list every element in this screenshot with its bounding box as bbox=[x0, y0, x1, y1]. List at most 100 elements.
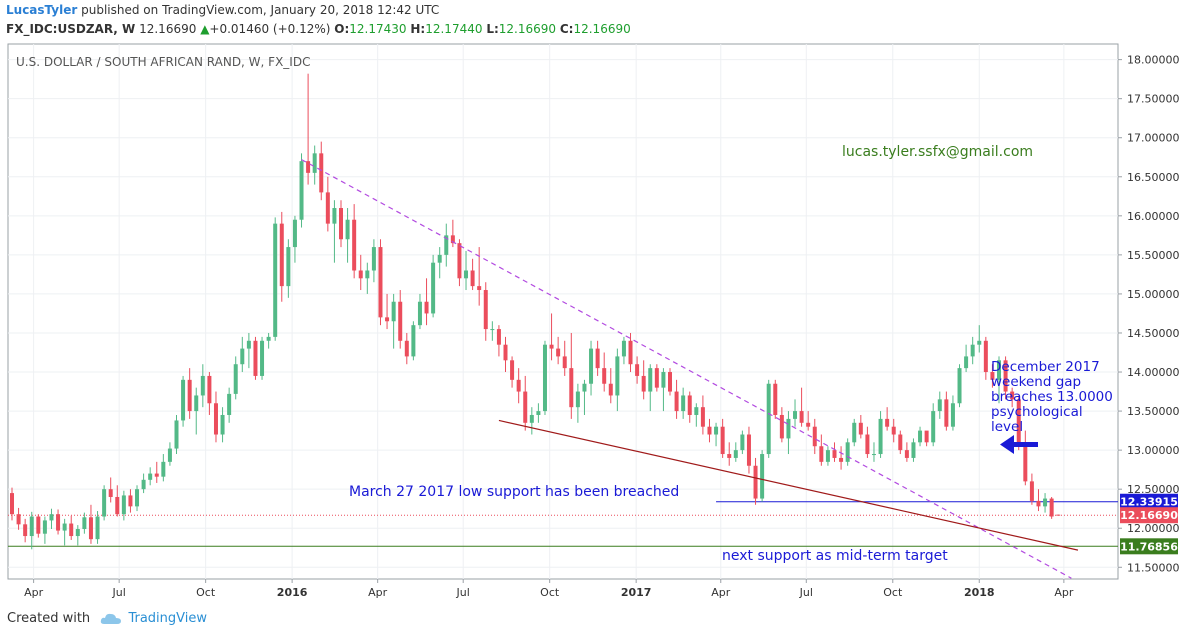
time-axis[interactable]: Apr Jul Oct 2016 Apr Jul Oct 2017 Apr Jul Oct 2018 A… bbox=[24, 579, 1074, 599]
low-value: 12.16690 bbox=[498, 22, 557, 36]
candle-body bbox=[253, 340, 258, 376]
gap-annotation-line-1: December 2017 bbox=[991, 359, 1100, 375]
candle-body bbox=[102, 489, 107, 517]
candle-body bbox=[450, 235, 455, 244]
published-text: published on TradingView.com, January 20… bbox=[81, 3, 440, 17]
x-tick-label: Apr bbox=[24, 586, 44, 599]
candle-body bbox=[668, 372, 672, 392]
candle-body bbox=[799, 411, 804, 423]
candle-body bbox=[148, 473, 153, 480]
gap-annotation-line-4: psychological bbox=[991, 404, 1083, 420]
candle-body bbox=[760, 454, 765, 499]
candle-body bbox=[1049, 498, 1054, 517]
candle-body bbox=[167, 448, 172, 462]
candle-body bbox=[766, 383, 771, 455]
email-annotation: lucas.tyler.ssfx@gmail.com bbox=[842, 144, 1033, 160]
candle-body bbox=[871, 454, 876, 456]
candle-body bbox=[444, 235, 449, 255]
candle-body bbox=[845, 442, 850, 462]
candle-body bbox=[911, 442, 916, 458]
candle-body bbox=[681, 395, 686, 412]
x-tick-label: Oct bbox=[196, 586, 216, 599]
candle-body bbox=[220, 414, 225, 435]
y-tick-label: 15.50000 bbox=[1127, 249, 1180, 262]
candle-body bbox=[635, 364, 640, 376]
next-support-annotation: next support as mid-term target bbox=[722, 548, 948, 564]
candle-body bbox=[1056, 514, 1061, 516]
candle-body bbox=[1016, 399, 1021, 443]
cloud-icon bbox=[101, 613, 122, 624]
candle-body bbox=[345, 219, 350, 240]
y-tick-label: 17.00000 bbox=[1127, 132, 1180, 145]
candle-body bbox=[141, 479, 146, 490]
high-value: 12.17440 bbox=[425, 22, 483, 36]
candle-body bbox=[852, 422, 857, 443]
trendlines[interactable] bbox=[301, 159, 1079, 579]
candle-body bbox=[154, 473, 159, 477]
grid bbox=[8, 44, 1118, 579]
candle-body bbox=[385, 317, 390, 322]
created-with-label: Created with bbox=[7, 611, 91, 626]
candle-body bbox=[575, 391, 580, 408]
price-label-text: 12.33915 bbox=[1120, 496, 1178, 509]
candle-body bbox=[753, 465, 758, 499]
candle-body bbox=[371, 247, 376, 271]
candle-body bbox=[983, 340, 988, 373]
candle-body bbox=[115, 496, 120, 515]
tradingview-link[interactable]: TradingView bbox=[128, 611, 207, 626]
y-tick-label: 16.00000 bbox=[1127, 210, 1180, 223]
candle-body bbox=[404, 340, 409, 357]
x-tick-label: Jul bbox=[112, 586, 126, 599]
candle-body bbox=[891, 426, 896, 435]
arrow-left-icon bbox=[1000, 435, 1038, 454]
candle-body bbox=[181, 379, 186, 421]
arrow-head bbox=[1000, 435, 1014, 454]
candle-body bbox=[621, 340, 626, 357]
candle-body bbox=[569, 368, 574, 408]
candle-body bbox=[641, 375, 646, 392]
close-label: C: bbox=[559, 22, 574, 36]
candle-body bbox=[536, 411, 541, 415]
candle-body bbox=[865, 434, 870, 455]
x-tick-label: Apr bbox=[711, 586, 731, 599]
candle-body bbox=[1036, 500, 1041, 507]
candle-body bbox=[615, 356, 620, 396]
candle-body bbox=[352, 219, 357, 271]
candle-body bbox=[674, 391, 679, 412]
candle-body bbox=[773, 383, 778, 415]
candle-body bbox=[477, 286, 482, 291]
candle-body bbox=[812, 426, 817, 447]
price-axis[interactable]: 11.50000 12.00000 12.50000 13.00000 13.50000… bbox=[1118, 54, 1180, 575]
y-tick-label: 13.50000 bbox=[1127, 405, 1180, 418]
candle-body bbox=[806, 422, 811, 427]
candle-body bbox=[746, 434, 751, 466]
candle-body bbox=[1029, 481, 1034, 501]
author-name[interactable]: LucasTyler bbox=[6, 3, 78, 17]
trendline-upper-wedge[interactable] bbox=[301, 159, 1072, 579]
low-label: L: bbox=[486, 22, 499, 36]
gap-annotation-line-5: level bbox=[991, 419, 1023, 435]
candle-body bbox=[75, 529, 80, 537]
candle-body bbox=[740, 434, 745, 451]
candle-body bbox=[832, 450, 837, 458]
candle-body bbox=[727, 454, 732, 458]
arrow-shaft bbox=[1012, 442, 1038, 447]
candle-body bbox=[42, 520, 47, 534]
candle-body bbox=[931, 411, 936, 443]
candle-body bbox=[227, 393, 232, 415]
candle-body bbox=[878, 418, 883, 455]
candle-body bbox=[273, 223, 278, 337]
candle-body bbox=[562, 356, 567, 369]
candle-body bbox=[819, 446, 824, 462]
candle-body bbox=[990, 372, 995, 380]
candle-body bbox=[628, 340, 633, 365]
candle-body bbox=[924, 430, 929, 443]
candle-body bbox=[332, 208, 337, 224]
candle-body bbox=[839, 457, 844, 462]
candle-body bbox=[378, 247, 383, 318]
candle-body bbox=[523, 391, 528, 423]
candle-body bbox=[602, 368, 607, 384]
trendline-lower-wedge[interactable] bbox=[498, 419, 1079, 551]
candle-body bbox=[694, 407, 699, 415]
